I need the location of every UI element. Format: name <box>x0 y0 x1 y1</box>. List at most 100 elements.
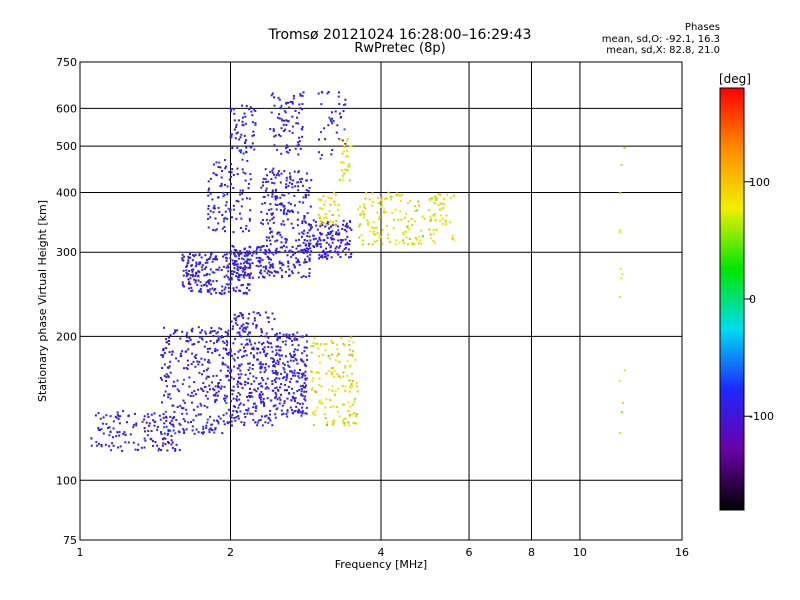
data-point-o <box>188 280 191 283</box>
data-point-x <box>434 242 437 245</box>
data-point-o <box>221 214 224 216</box>
data-point-o <box>242 274 245 277</box>
y-tick-label: 200 <box>56 330 77 343</box>
data-point-o <box>286 409 289 412</box>
data-point-x <box>405 230 407 233</box>
data-point-o <box>172 425 175 428</box>
data-point-o <box>222 255 225 258</box>
data-point-o <box>278 174 281 177</box>
data-point-x <box>343 403 345 406</box>
data-point-o <box>322 250 325 253</box>
data-point-o <box>273 96 276 99</box>
data-point-x <box>451 234 454 237</box>
data-point-o <box>249 387 252 390</box>
data-point-o <box>248 218 251 220</box>
data-point-o <box>170 420 173 422</box>
data-point-o <box>260 269 262 272</box>
data-point-o <box>243 412 246 415</box>
data-point-o <box>253 148 256 151</box>
data-point-o <box>264 382 267 385</box>
data-point-o <box>198 360 201 363</box>
data-point-o <box>207 217 209 220</box>
data-point-o <box>271 380 274 383</box>
data-point-o <box>350 253 353 255</box>
data-point-o <box>301 373 303 376</box>
data-point-o <box>191 259 194 262</box>
data-point-x <box>345 168 347 171</box>
data-point-o <box>234 263 237 266</box>
data-point-o <box>280 262 283 265</box>
data-point-o <box>275 377 278 380</box>
data-point-o <box>291 115 294 118</box>
data-point-o <box>277 271 280 274</box>
data-point-o <box>299 369 301 371</box>
data-point-o <box>291 102 294 105</box>
data-point-o <box>244 179 247 182</box>
data-point-x <box>352 379 354 382</box>
data-point-o <box>240 314 243 317</box>
data-point-o <box>102 422 104 425</box>
data-point-o <box>270 230 273 233</box>
data-point-o <box>211 271 214 274</box>
data-point-x <box>377 217 380 220</box>
data-point-o <box>205 369 208 372</box>
data-point-x <box>321 402 324 405</box>
data-point-o <box>267 316 270 319</box>
data-point-o <box>291 409 293 412</box>
data-point-o <box>292 227 295 229</box>
data-point-o <box>164 437 167 440</box>
data-point-o <box>265 414 268 417</box>
data-point-o <box>232 357 235 360</box>
data-point-o <box>248 273 251 276</box>
data-point-o <box>233 267 236 270</box>
data-point-o <box>239 227 242 229</box>
data-point-x <box>337 203 340 206</box>
data-point-o <box>303 239 306 241</box>
data-point-o <box>145 421 148 424</box>
data-point-o <box>127 441 130 444</box>
data-point-o <box>346 222 348 225</box>
data-point-o <box>337 253 340 256</box>
data-point-o <box>271 357 274 360</box>
data-point-o <box>245 254 248 257</box>
data-point-o <box>266 352 269 355</box>
data-point-o <box>301 135 304 138</box>
data-point-o <box>229 370 232 373</box>
data-point-o <box>252 252 255 255</box>
data-point-o <box>304 364 307 367</box>
data-point-o <box>298 140 301 143</box>
data-point-o <box>238 138 241 141</box>
data-point-o <box>197 270 200 272</box>
data-point-o <box>168 343 171 346</box>
y-tick-label: 100 <box>56 474 77 487</box>
data-point-o <box>213 431 216 434</box>
data-point-x <box>313 337 316 340</box>
data-point-o <box>209 279 212 282</box>
data-point-o <box>264 421 267 424</box>
data-point-o <box>217 335 220 338</box>
data-point-o <box>320 91 323 94</box>
data-point-o <box>220 176 223 179</box>
data-point-o <box>100 445 103 448</box>
data-point-o <box>212 211 215 214</box>
data-point-o <box>274 176 277 179</box>
data-point-o <box>232 405 235 408</box>
data-point-o <box>164 410 167 413</box>
data-point-o <box>132 441 135 444</box>
data-point-o <box>205 274 208 276</box>
data-point-o <box>205 284 208 287</box>
data-point-o <box>240 273 243 276</box>
data-point-o <box>267 269 270 272</box>
data-point-x <box>380 199 383 201</box>
data-point-o <box>329 118 332 121</box>
data-point-o <box>304 399 307 402</box>
data-point-o <box>195 279 198 282</box>
data-point-o <box>226 335 229 338</box>
data-point-o <box>295 261 298 264</box>
data-point-x <box>371 243 374 246</box>
data-point-o <box>260 363 263 366</box>
data-point-o <box>296 218 299 221</box>
data-point-x <box>338 415 341 418</box>
data-point-o <box>191 327 194 330</box>
data-point-o <box>208 428 211 431</box>
